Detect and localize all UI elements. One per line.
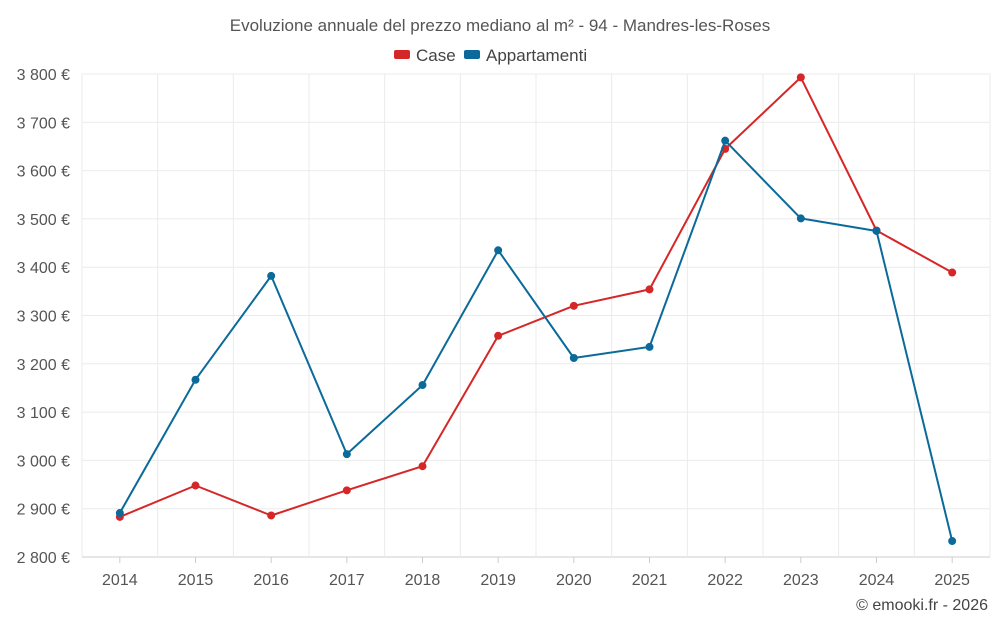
legend: Case Appartamenti	[394, 46, 587, 65]
data-point-appartamenti	[948, 537, 957, 546]
y-tick-label: 3 300 €	[17, 309, 70, 326]
x-tick-label: 2023	[783, 572, 819, 589]
legend-swatch-appartamenti	[464, 50, 480, 59]
x-tick-label: 2016	[253, 572, 289, 589]
x-tick-label: 2015	[178, 572, 214, 589]
y-tick-label: 2 900 €	[17, 502, 70, 519]
footer-credit: © emooki.fr - 2026	[856, 597, 988, 614]
grid	[81, 73, 991, 558]
legend-label-case: Case	[416, 46, 456, 65]
data-point-case	[645, 285, 654, 294]
x-tick-label: 2024	[859, 572, 895, 589]
y-tick-label: 3 800 €	[17, 67, 70, 84]
data-point-case	[796, 73, 805, 82]
x-tick-label: 2017	[329, 572, 365, 589]
data-point-appartamenti	[267, 271, 276, 280]
data-point-case	[569, 301, 578, 310]
y-tick-label: 3 000 €	[17, 453, 70, 470]
y-axis: 2 800 € 2 900 € 3 000 € 3 100 € 3 200 € 3 300…	[17, 67, 70, 567]
series-group	[115, 73, 957, 546]
data-point-case	[494, 331, 503, 340]
data-point-appartamenti	[342, 450, 351, 459]
data-point-case	[948, 268, 957, 277]
x-tick-label: 2025	[934, 572, 970, 589]
data-point-appartamenti	[569, 354, 578, 363]
y-tick-label: 3 200 €	[17, 357, 70, 374]
data-point-case	[191, 481, 200, 490]
y-tick-label: 2 800 €	[17, 550, 70, 567]
data-point-case	[342, 486, 351, 495]
y-tick-label: 3 400 €	[17, 260, 70, 277]
legend-label-appartamenti: Appartamenti	[486, 46, 587, 65]
data-point-appartamenti	[191, 375, 200, 384]
y-tick-label: 3 700 €	[17, 115, 70, 132]
x-tick-label: 2014	[102, 572, 138, 589]
data-point-case	[418, 462, 427, 471]
x-axis: 2014 2015 2016 2017 2018 2019 2020 2021 2022 2023…	[102, 557, 970, 589]
x-tick-label: 2018	[405, 572, 441, 589]
series-line-case	[119, 76, 953, 518]
data-point-case	[267, 511, 276, 520]
data-point-appartamenti	[796, 214, 805, 223]
series-line-appartamenti	[118, 139, 954, 542]
x-tick-label: 2022	[707, 572, 743, 589]
data-point-appartamenti	[115, 509, 124, 518]
data-point-appartamenti	[494, 246, 503, 255]
data-point-appartamenti	[872, 226, 881, 235]
x-tick-label: 2019	[480, 572, 516, 589]
x-tick-label: 2020	[556, 572, 592, 589]
data-point-appartamenti	[721, 136, 730, 145]
y-tick-label: 3 600 €	[17, 164, 70, 181]
y-tick-label: 3 100 €	[17, 405, 70, 422]
x-tick-label: 2021	[632, 572, 668, 589]
legend-swatch-case	[394, 50, 410, 59]
data-point-appartamenti	[645, 342, 654, 351]
chart-title: Evoluzione annuale del prezzo mediano al…	[230, 16, 771, 35]
data-point-appartamenti	[418, 381, 427, 390]
y-tick-label: 3 500 €	[17, 212, 70, 229]
